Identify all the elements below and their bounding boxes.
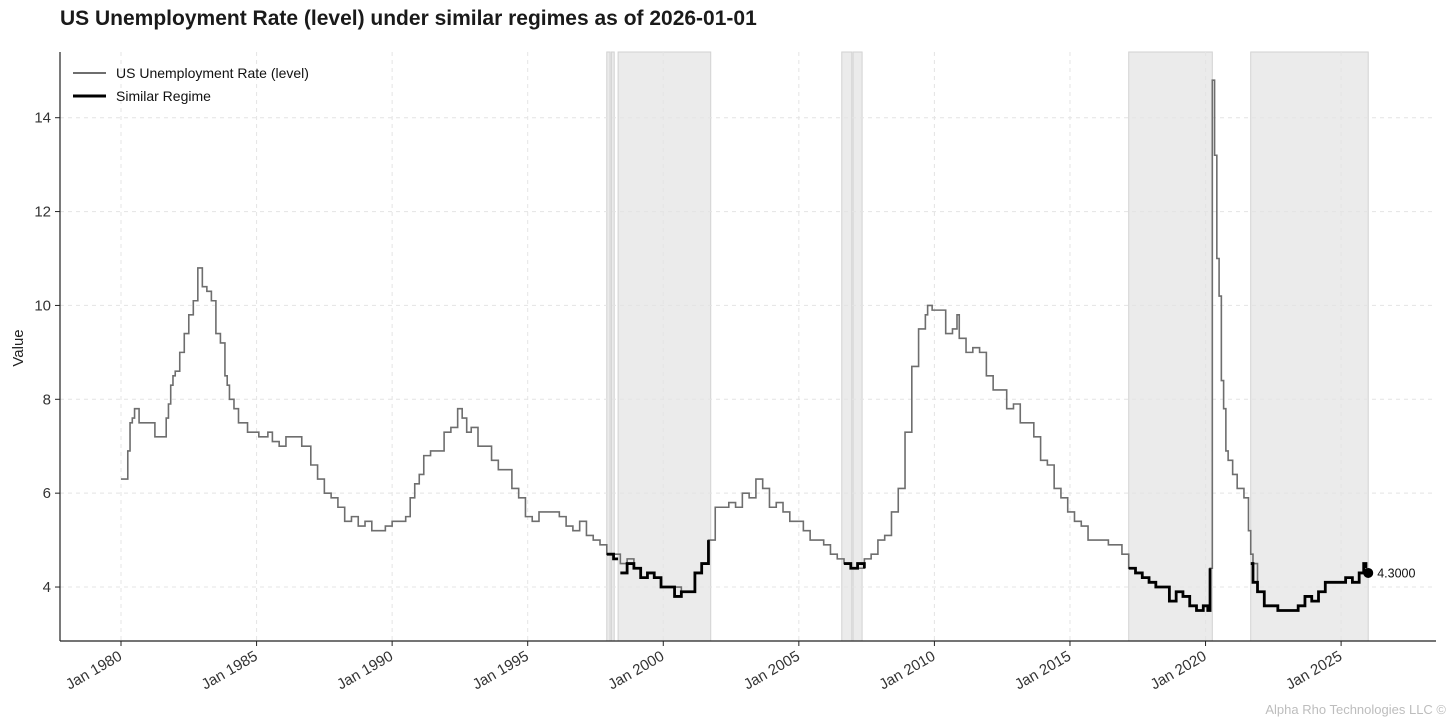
- y-tick-label-10: 10: [34, 297, 51, 314]
- y-tick-label-8: 8: [43, 391, 51, 408]
- series: [121, 79, 1368, 612]
- x-tick-label-2025: Jan 2025: [1283, 648, 1345, 694]
- legend-label-regime: Similar Regime: [116, 88, 211, 104]
- y-tick-label-4: 4: [43, 579, 51, 596]
- shaded-region-3: [841, 51, 853, 642]
- x-tick-label-2005: Jan 2005: [741, 648, 803, 694]
- x-tick-label-2020: Jan 2020: [1148, 648, 1210, 694]
- chart-title: US Unemployment Rate (level) under simil…: [60, 7, 757, 30]
- x-tick-label-1985: Jan 1985: [199, 648, 261, 694]
- series-line-similar-regime-0: [606, 552, 619, 561]
- shaded-region-2: [617, 51, 712, 642]
- end-marker-group: 4.3000: [1363, 566, 1415, 580]
- shaded-regions: [606, 51, 1369, 642]
- y-tick-label-14: 14: [34, 110, 51, 127]
- shaded-region-1: [610, 51, 615, 642]
- grid: [60, 52, 1436, 641]
- series-line-similar-regime-2: [844, 562, 866, 570]
- watermark: Alpha Rho Technologies LLC ©: [1265, 702, 1446, 717]
- shaded-region-6: [1250, 51, 1369, 642]
- axes: [59, 52, 1436, 642]
- x-tick-label-1995: Jan 1995: [470, 648, 532, 694]
- x-tick-label-1990: Jan 1990: [334, 648, 396, 694]
- y-ticks: 4 6 8 10 12 14: [34, 110, 60, 596]
- legend: US Unemployment Rate (level) Similar Reg…: [73, 65, 309, 104]
- shaded-region-4: [852, 51, 863, 642]
- end-marker: [1363, 567, 1374, 578]
- x-tick-label-2010: Jan 2010: [876, 648, 938, 694]
- series-line-similar-regime-3: [1128, 566, 1212, 612]
- x-tick-label-2000: Jan 2000: [605, 648, 667, 694]
- y-tick-label-12: 12: [34, 204, 51, 221]
- legend-label-main: US Unemployment Rate (level): [116, 65, 309, 81]
- shaded-region-5: [1128, 51, 1213, 642]
- y-axis-label: Value: [10, 329, 27, 366]
- series-line-similar-regime-1: [620, 540, 710, 598]
- x-tick-label-1980: Jan 1980: [63, 648, 125, 694]
- y-tick-label-6: 6: [43, 485, 51, 502]
- x-ticks: Jan 1980 Jan 1985 Jan 1990 Jan 1995 Jan 2000…: [63, 641, 1345, 693]
- series-line-similar-regime-4: [1250, 562, 1368, 612]
- x-tick-label-2015: Jan 2015: [1012, 648, 1074, 694]
- end-marker-label: 4.3000: [1377, 566, 1415, 580]
